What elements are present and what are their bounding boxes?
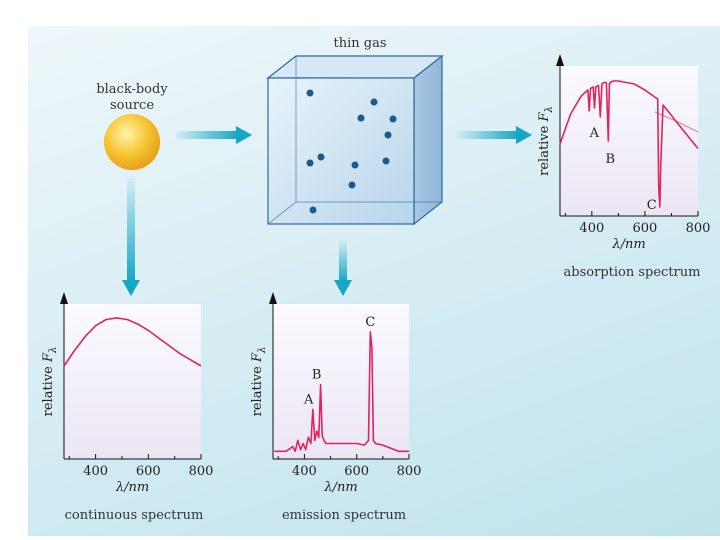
gas-particle	[306, 159, 314, 167]
continuous-y-label-sub: λ	[48, 347, 59, 354]
emission-annotation-c: C	[365, 315, 375, 330]
gas-particle	[351, 161, 359, 169]
box-front-face	[267, 77, 415, 225]
absorption-y-axis-label: relative Fλ	[537, 106, 555, 176]
emission-spectrum-line	[274, 331, 409, 453]
absorption-x-axis-label: λ/nm	[611, 237, 645, 252]
absorption-spectrum-title: absorption spectrum	[563, 265, 701, 280]
continuous-tick-label: 800	[189, 464, 214, 479]
gas-label: thin gas	[333, 36, 387, 51]
continuous-y-label-symbol: F	[41, 352, 56, 363]
emission-y-axis-label: relative Fλ	[250, 347, 268, 417]
emission-x-axis-label: λ/nm	[323, 480, 357, 495]
emission-y-label-prefix: relative	[250, 362, 265, 416]
absorption-annotation-a: A	[589, 126, 600, 141]
absorption-continuum-line	[654, 111, 699, 133]
absorption-tick-label: 600	[633, 221, 658, 236]
continuous-spectrum-line	[63, 317, 202, 367]
absorption-annotation-c: C	[647, 198, 657, 213]
gas-particle	[317, 153, 325, 161]
gas-particle	[389, 115, 397, 123]
sun-icon	[104, 114, 160, 170]
emission-tick-label: 800	[397, 464, 422, 479]
absorption-tick-label: 800	[686, 221, 711, 236]
absorption-tick-label: 400	[579, 221, 604, 236]
continuous-plot-background	[64, 304, 201, 459]
continuous-x-axis-label: λ/nm	[115, 480, 149, 495]
gas-particle	[384, 131, 392, 139]
source-label-line-1: black-body	[96, 82, 168, 97]
emission-y-label-sub: λ	[257, 347, 268, 354]
gas-particle	[370, 98, 378, 106]
continuous-tick-label: 400	[83, 464, 108, 479]
absorption-annotation-b: B	[606, 152, 616, 167]
gas-particle	[382, 157, 390, 165]
arrow-icon	[456, 126, 532, 144]
emission-y-label-symbol: F	[250, 352, 265, 363]
absorption-y-label-prefix: relative	[537, 122, 552, 176]
gas-particle	[348, 181, 356, 189]
gas-particle	[309, 206, 317, 214]
gas-box-icon	[266, 54, 444, 226]
emission-plot-background	[273, 304, 409, 459]
continuous-y-axis-label: relative Fλ	[41, 347, 59, 417]
arrow-icon	[176, 126, 252, 144]
continuous-spectrum-title: continuous spectrum	[64, 508, 204, 523]
absorption-spectrum-line	[559, 80, 699, 208]
absorption-plot-background	[560, 66, 698, 216]
continuous-tick-label: 600	[136, 464, 161, 479]
gas-particle	[306, 89, 314, 97]
emission-tick-label: 400	[292, 464, 317, 479]
box-back-edge	[267, 201, 297, 225]
arrow-icon	[334, 240, 352, 296]
absorption-y-label-sub: λ	[544, 106, 555, 113]
absorption-y-label-symbol: F	[537, 112, 552, 123]
arrow-icon	[122, 178, 140, 296]
emission-y-axis-arrow	[269, 292, 277, 304]
emission-tick-label: 600	[344, 464, 369, 479]
source-label-line-2: source	[109, 98, 155, 113]
continuous-y-axis-arrow	[60, 292, 68, 304]
source-label: black-body source	[86, 82, 178, 114]
continuous-y-label-prefix: relative	[41, 362, 56, 416]
emission-annotation-b: B	[312, 368, 322, 383]
emission-annotation-a: A	[303, 392, 314, 407]
gas-particle	[357, 114, 365, 122]
emission-spectrum-title: emission spectrum	[281, 508, 407, 523]
absorption-y-axis-arrow	[556, 54, 564, 66]
